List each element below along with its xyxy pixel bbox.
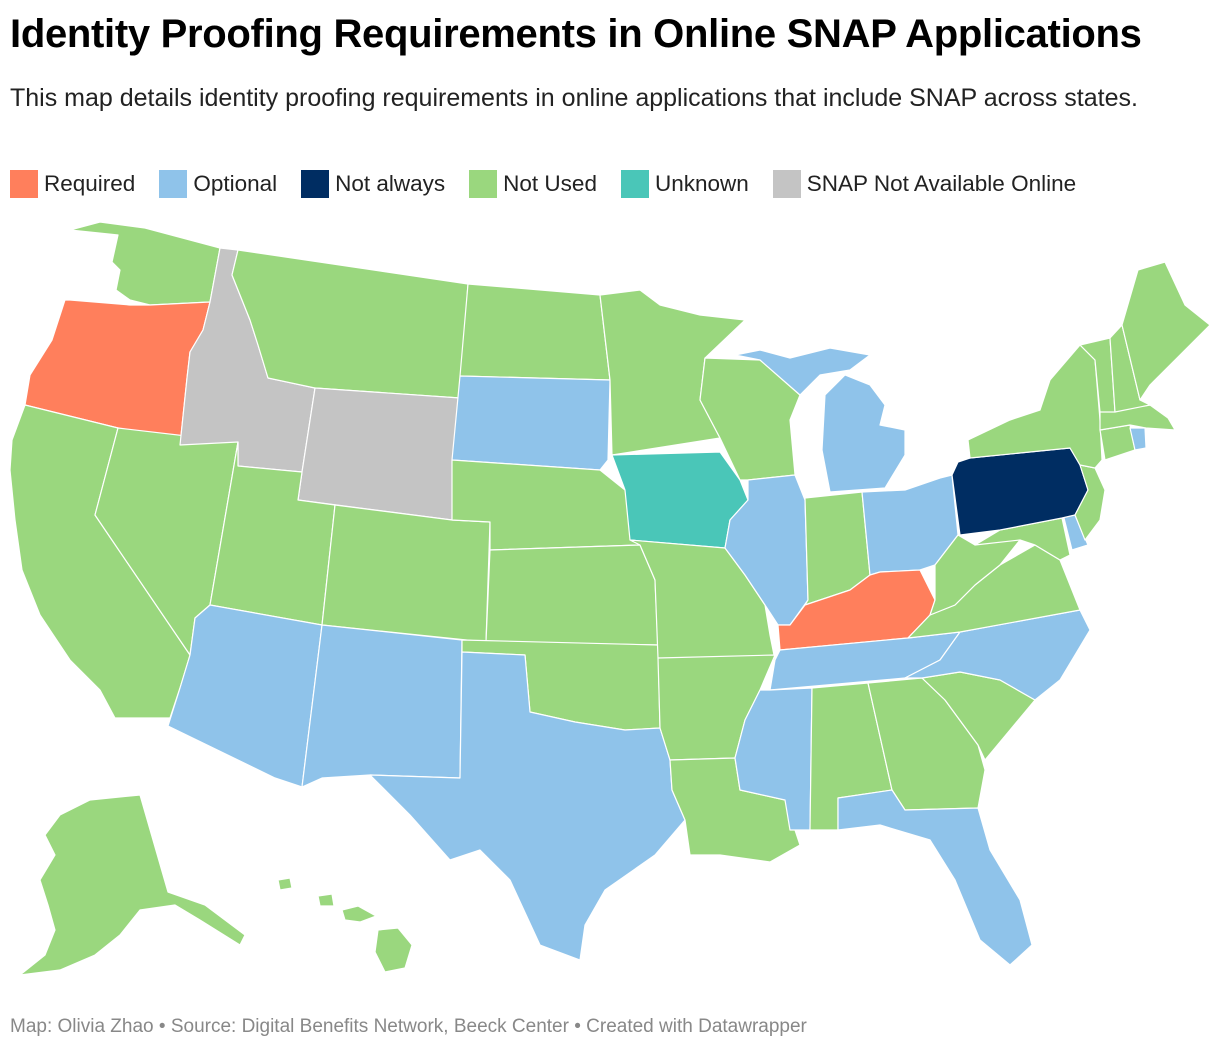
legend-item-optional: Optional: [159, 170, 277, 198]
state-FL[interactable]: [837, 789, 1033, 966]
state-HI-3[interactable]: [341, 905, 377, 923]
state-MI[interactable]: [821, 374, 906, 493]
state-ND[interactable]: [459, 283, 611, 381]
state-MT[interactable]: [231, 249, 469, 399]
legend-item-not-used: Not Used: [469, 170, 597, 198]
legend-item-required: Required: [10, 170, 135, 198]
map-subtitle: This map details identity proofing requi…: [10, 84, 1138, 112]
us-states-map: [9, 221, 1211, 976]
state-TX[interactable]: [369, 651, 686, 961]
state-NJ[interactable]: [1074, 464, 1106, 541]
legend: Required Optional Not always Not Used Un…: [10, 170, 1100, 198]
legend-swatch-not-available: [772, 170, 801, 198]
legend-item-unknown: Unknown: [620, 170, 749, 198]
map-title: Identity Proofing Requirements in Online…: [10, 12, 1142, 56]
state-KS[interactable]: [485, 544, 659, 646]
legend-swatch-optional: [159, 170, 188, 198]
legend-item-not-always: Not always: [301, 170, 445, 198]
state-AK[interactable]: [19, 794, 246, 976]
legend-swatch-not-used: [469, 170, 498, 198]
state-NY[interactable]: [967, 344, 1103, 469]
legend-label-optional: Optional: [193, 171, 278, 196]
state-NH[interactable]: [1109, 324, 1151, 413]
legend-label-unknown: Unknown: [654, 171, 749, 196]
state-HI-2[interactable]: [317, 893, 335, 907]
legend-swatch-required: [10, 170, 38, 198]
state-HI[interactable]: [374, 927, 413, 973]
state-CO[interactable]: [321, 504, 491, 643]
legend-label-not-always: Not always: [335, 171, 446, 196]
state-MI-UP[interactable]: [734, 347, 871, 396]
legend-label-not-available: SNAP Not Available Online: [806, 171, 1077, 196]
state-SD[interactable]: [451, 375, 611, 471]
state-WV[interactable]: [929, 529, 1021, 616]
legend-item-not-available: SNAP Not Available Online: [772, 170, 1077, 198]
state-NM[interactable]: [301, 624, 463, 788]
legend-swatch-unknown: [620, 170, 649, 198]
legend-swatch-not-always: [301, 170, 330, 198]
legend-label-not-used: Not Used: [503, 171, 597, 196]
state-WY[interactable]: [297, 387, 461, 521]
state-ME[interactable]: [1121, 261, 1211, 401]
state-HI-1[interactable]: [277, 877, 293, 891]
state-VT[interactable]: [1079, 337, 1116, 413]
state-CT[interactable]: [1099, 424, 1136, 461]
state-RI[interactable]: [1129, 427, 1147, 451]
legend-label-required: Required: [44, 171, 136, 196]
state-IL[interactable]: [724, 474, 809, 626]
state-WA[interactable]: [69, 221, 221, 306]
source-footer: Map: Olivia Zhao • Source: Digital Benef…: [10, 1016, 807, 1037]
state-NC[interactable]: [904, 609, 1091, 701]
